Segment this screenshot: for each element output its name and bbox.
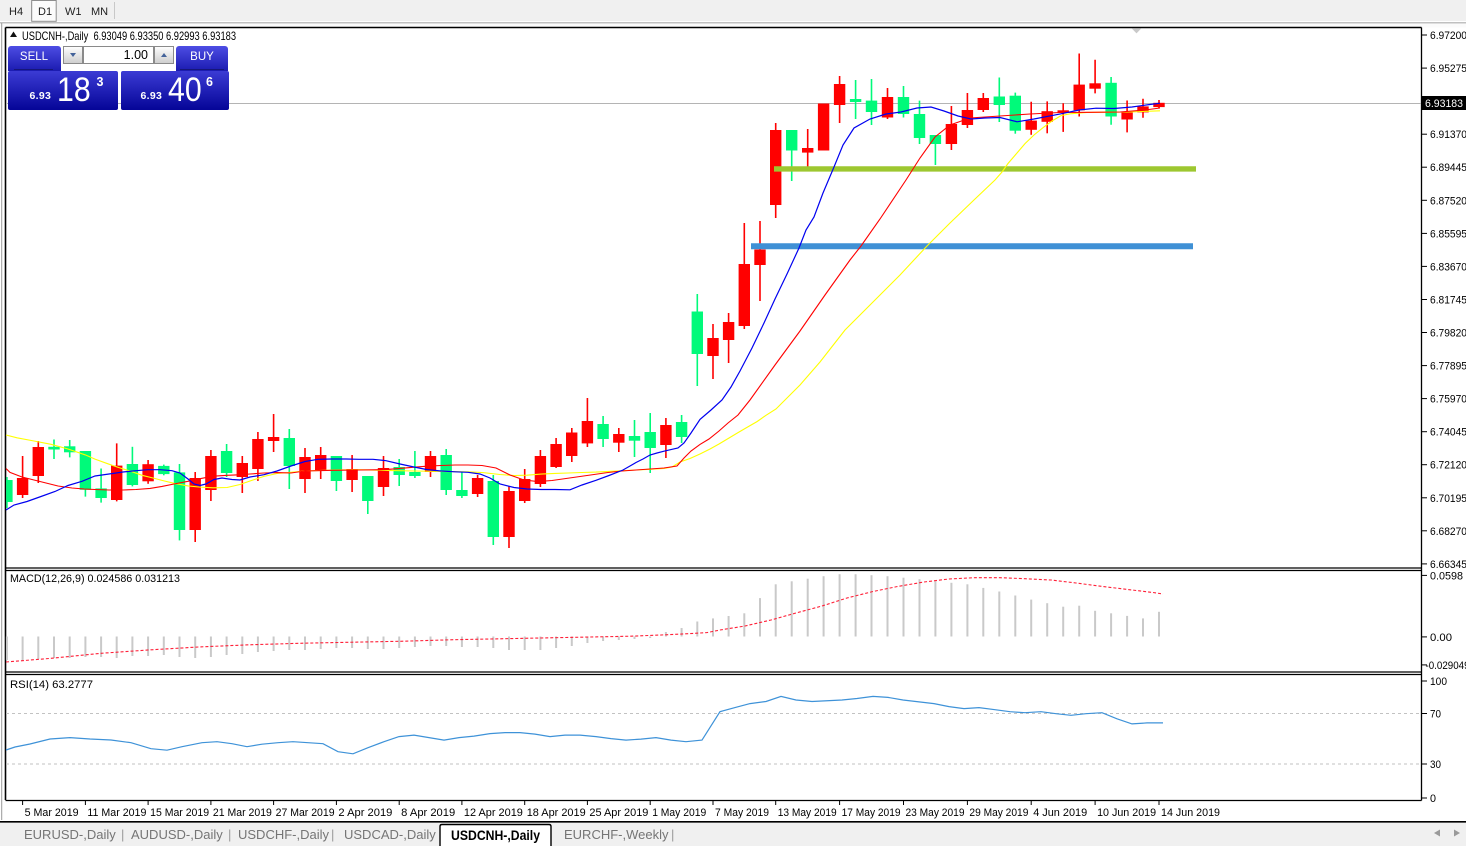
- svg-text:6.85595: 6.85595: [1430, 228, 1466, 240]
- svg-text:30: 30: [1430, 759, 1441, 771]
- svg-text:11 Mar 2019: 11 Mar 2019: [87, 807, 146, 819]
- svg-text:6.93183: 6.93183: [1425, 98, 1463, 110]
- svg-text:6.70195: 6.70195: [1430, 493, 1466, 505]
- svg-text:EURCHF-,Weekly: EURCHF-,Weekly: [564, 827, 669, 842]
- svg-text:|: |: [331, 827, 334, 842]
- svg-text:25 Apr 2019: 25 Apr 2019: [589, 807, 648, 819]
- svg-text:|: |: [228, 827, 231, 842]
- svg-text:0: 0: [1430, 793, 1436, 805]
- svg-text:6.83670: 6.83670: [1430, 261, 1466, 273]
- svg-text:6.91370: 6.91370: [1430, 129, 1466, 141]
- svg-text:6.68270: 6.68270: [1430, 526, 1466, 538]
- svg-text:6.97200: 6.97200: [1430, 30, 1466, 42]
- svg-text:100: 100: [1430, 676, 1447, 688]
- svg-text:6.81745: 6.81745: [1430, 295, 1466, 307]
- svg-text:10 Jun 2019: 10 Jun 2019: [1097, 807, 1156, 819]
- svg-text:12 Apr 2019: 12 Apr 2019: [464, 807, 523, 819]
- svg-text:29 May 2019: 29 May 2019: [969, 807, 1028, 819]
- svg-text:27 Mar 2019: 27 Mar 2019: [276, 807, 335, 819]
- svg-text:USDCAD-,Daily: USDCAD-,Daily: [344, 827, 436, 842]
- svg-text:D1: D1: [38, 6, 52, 18]
- svg-text:6.75970: 6.75970: [1430, 394, 1466, 406]
- svg-text:USDCHF-,Daily: USDCHF-,Daily: [238, 827, 330, 842]
- svg-text:17 May 2019: 17 May 2019: [842, 807, 901, 819]
- svg-text:0.0598: 0.0598: [1430, 570, 1463, 582]
- svg-text:RSI(14) 63.2777: RSI(14) 63.2777: [10, 679, 93, 691]
- svg-text:5 Mar 2019: 5 Mar 2019: [25, 807, 79, 819]
- svg-text:6.95275: 6.95275: [1430, 63, 1466, 75]
- svg-text:8 Apr 2019: 8 Apr 2019: [401, 807, 455, 819]
- svg-text:MN: MN: [91, 6, 108, 18]
- svg-text:6.72120: 6.72120: [1430, 460, 1466, 472]
- svg-text:70: 70: [1430, 709, 1441, 721]
- svg-text:H4: H4: [9, 6, 23, 18]
- svg-text:15 Mar 2019: 15 Mar 2019: [150, 807, 209, 819]
- svg-text:|: |: [671, 827, 674, 842]
- svg-text:0.00: 0.00: [1430, 632, 1452, 644]
- svg-text:13 May 2019: 13 May 2019: [778, 807, 837, 819]
- svg-text:4 Jun 2019: 4 Jun 2019: [1033, 807, 1087, 819]
- svg-text:6.77895: 6.77895: [1430, 361, 1466, 373]
- svg-text:18 Apr 2019: 18 Apr 2019: [527, 807, 586, 819]
- svg-text:6.74045: 6.74045: [1430, 427, 1466, 439]
- svg-text:6.89445: 6.89445: [1430, 162, 1466, 174]
- svg-text:-0.029049: -0.029049: [1426, 660, 1466, 672]
- svg-text:14 Jun 2019: 14 Jun 2019: [1161, 807, 1220, 819]
- svg-text:AUDUSD-,Daily: AUDUSD-,Daily: [131, 827, 223, 842]
- svg-text:USDCNH-,Daily: USDCNH-,Daily: [451, 828, 540, 843]
- svg-text:2 Apr 2019: 2 Apr 2019: [338, 807, 392, 819]
- svg-text:EURUSD-,Daily: EURUSD-,Daily: [24, 827, 116, 842]
- svg-text:21 Mar 2019: 21 Mar 2019: [213, 807, 272, 819]
- svg-text:6.79820: 6.79820: [1430, 328, 1466, 340]
- svg-text:23 May 2019: 23 May 2019: [906, 807, 965, 819]
- svg-text:1 May 2019: 1 May 2019: [652, 807, 706, 819]
- svg-text:7 May 2019: 7 May 2019: [715, 807, 769, 819]
- svg-text:USDCNH-,Daily 6.93049 6.93350: USDCNH-,Daily 6.93049 6.93350 6.92993 6.…: [22, 29, 236, 43]
- svg-text:|: |: [121, 827, 124, 842]
- svg-text:W1: W1: [65, 6, 82, 18]
- svg-text:6.87520: 6.87520: [1430, 195, 1466, 207]
- svg-text:6.66345: 6.66345: [1430, 559, 1466, 571]
- svg-text:MACD(12,26,9) 0.024586 0.03121: MACD(12,26,9) 0.024586 0.031213: [10, 573, 180, 585]
